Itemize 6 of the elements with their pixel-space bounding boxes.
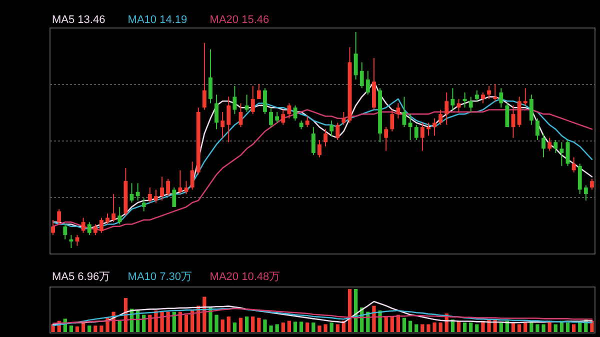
text: MA20 10.48万 <box>210 271 280 283</box>
text: MA5 13.46 <box>52 14 106 26</box>
text: MA10 7.30万 <box>128 271 192 283</box>
text: MA5 6.96万 <box>52 271 110 283</box>
text: MA10 14.19 <box>128 14 188 26</box>
text: MA20 15.46 <box>210 14 270 26</box>
